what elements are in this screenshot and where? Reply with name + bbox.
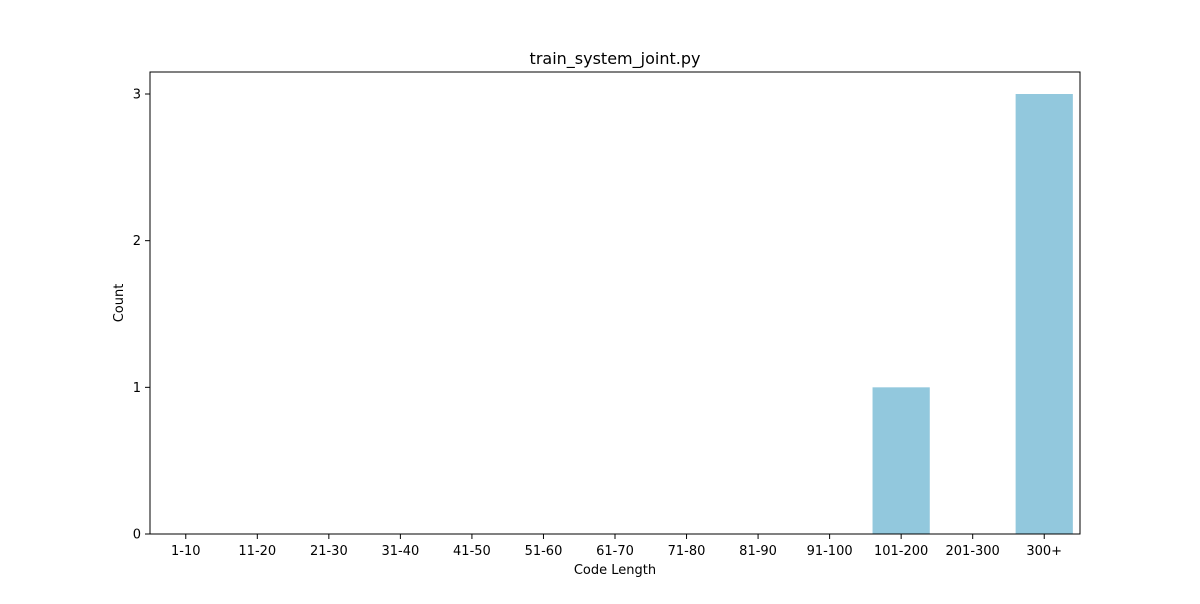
chart-title: train_system_joint.py xyxy=(530,49,701,69)
x-axis-label: Code Length xyxy=(574,563,656,578)
y-axis-label: Count xyxy=(112,284,127,323)
plot-frame xyxy=(149,71,1081,535)
x-tick-label: 101-200 xyxy=(874,544,928,559)
x-tick-label: 1-10 xyxy=(171,544,201,559)
y-tick-label: 2 xyxy=(133,234,141,249)
x-tick-label: 201-300 xyxy=(946,544,1000,559)
x-tick-label: 61-70 xyxy=(596,544,634,559)
y-tick-label: 3 xyxy=(133,88,141,103)
x-tick-label: 91-100 xyxy=(807,544,853,559)
x-tick-label: 11-20 xyxy=(238,544,276,559)
y-tick-label: 1 xyxy=(133,381,141,396)
bar-300+ xyxy=(1015,94,1073,534)
x-tick-label: 81-90 xyxy=(739,544,777,559)
x-tick-label: 41-50 xyxy=(453,544,491,559)
bars-layer xyxy=(872,94,1073,534)
x-tick-label: 71-80 xyxy=(668,544,706,559)
x-axis-ticks: 1-10 11-20 21-30 31-40 41-50 51-60 61-70 71-80 8… xyxy=(171,534,1062,559)
x-tick-label: 300+ xyxy=(1026,544,1062,559)
y-axis-ticks: 0 1 2 3 xyxy=(133,88,150,543)
y-tick-label: 0 xyxy=(133,528,141,543)
x-tick-label: 21-30 xyxy=(310,544,348,559)
x-tick-label: 51-60 xyxy=(525,544,563,559)
x-tick-label: 31-40 xyxy=(381,544,419,559)
bar-101-200 xyxy=(872,387,930,534)
